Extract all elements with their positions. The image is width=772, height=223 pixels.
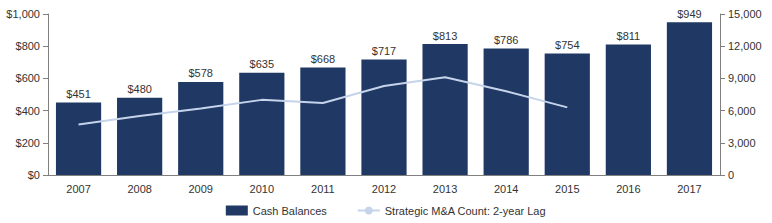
svg-text:$1,000: $1,000 [6, 8, 40, 20]
svg-text:Strategic M&A Count: 2-year La: Strategic M&A Count: 2-year Lag [385, 205, 546, 217]
svg-text:$600: $600 [16, 72, 40, 84]
svg-text:2017: 2017 [677, 183, 701, 195]
svg-text:$451: $451 [66, 88, 90, 100]
svg-text:2015: 2015 [555, 183, 579, 195]
svg-text:Cash Balances: Cash Balances [253, 205, 327, 217]
svg-text:$811: $811 [617, 30, 641, 42]
svg-text:$400: $400 [16, 105, 40, 117]
svg-text:2011: 2011 [311, 183, 335, 195]
svg-text:12,000: 12,000 [728, 40, 762, 52]
svg-text:$754: $754 [555, 39, 579, 51]
svg-text:3,000: 3,000 [728, 137, 756, 149]
svg-text:15,000: 15,000 [728, 8, 762, 20]
svg-text:$0: $0 [28, 169, 40, 181]
svg-text:2010: 2010 [250, 183, 274, 195]
svg-text:0: 0 [728, 169, 734, 181]
svg-text:$717: $717 [372, 45, 396, 57]
svg-text:$578: $578 [188, 67, 212, 79]
svg-text:2009: 2009 [188, 183, 212, 195]
svg-text:$200: $200 [16, 137, 40, 149]
svg-text:$668: $668 [311, 53, 335, 65]
svg-text:$813: $813 [433, 30, 457, 42]
svg-text:2014: 2014 [494, 183, 518, 195]
svg-text:$786: $786 [494, 34, 518, 46]
svg-text:2008: 2008 [127, 183, 151, 195]
svg-text:$635: $635 [250, 58, 274, 70]
svg-text:2013: 2013 [433, 183, 457, 195]
svg-text:2012: 2012 [372, 183, 396, 195]
svg-text:$800: $800 [16, 40, 40, 52]
svg-text:9,000: 9,000 [728, 72, 756, 84]
svg-text:$949: $949 [677, 8, 701, 20]
svg-text:2007: 2007 [66, 183, 90, 195]
svg-text:2016: 2016 [616, 183, 640, 195]
svg-text:$480: $480 [127, 83, 151, 95]
svg-text:6,000: 6,000 [728, 105, 756, 117]
